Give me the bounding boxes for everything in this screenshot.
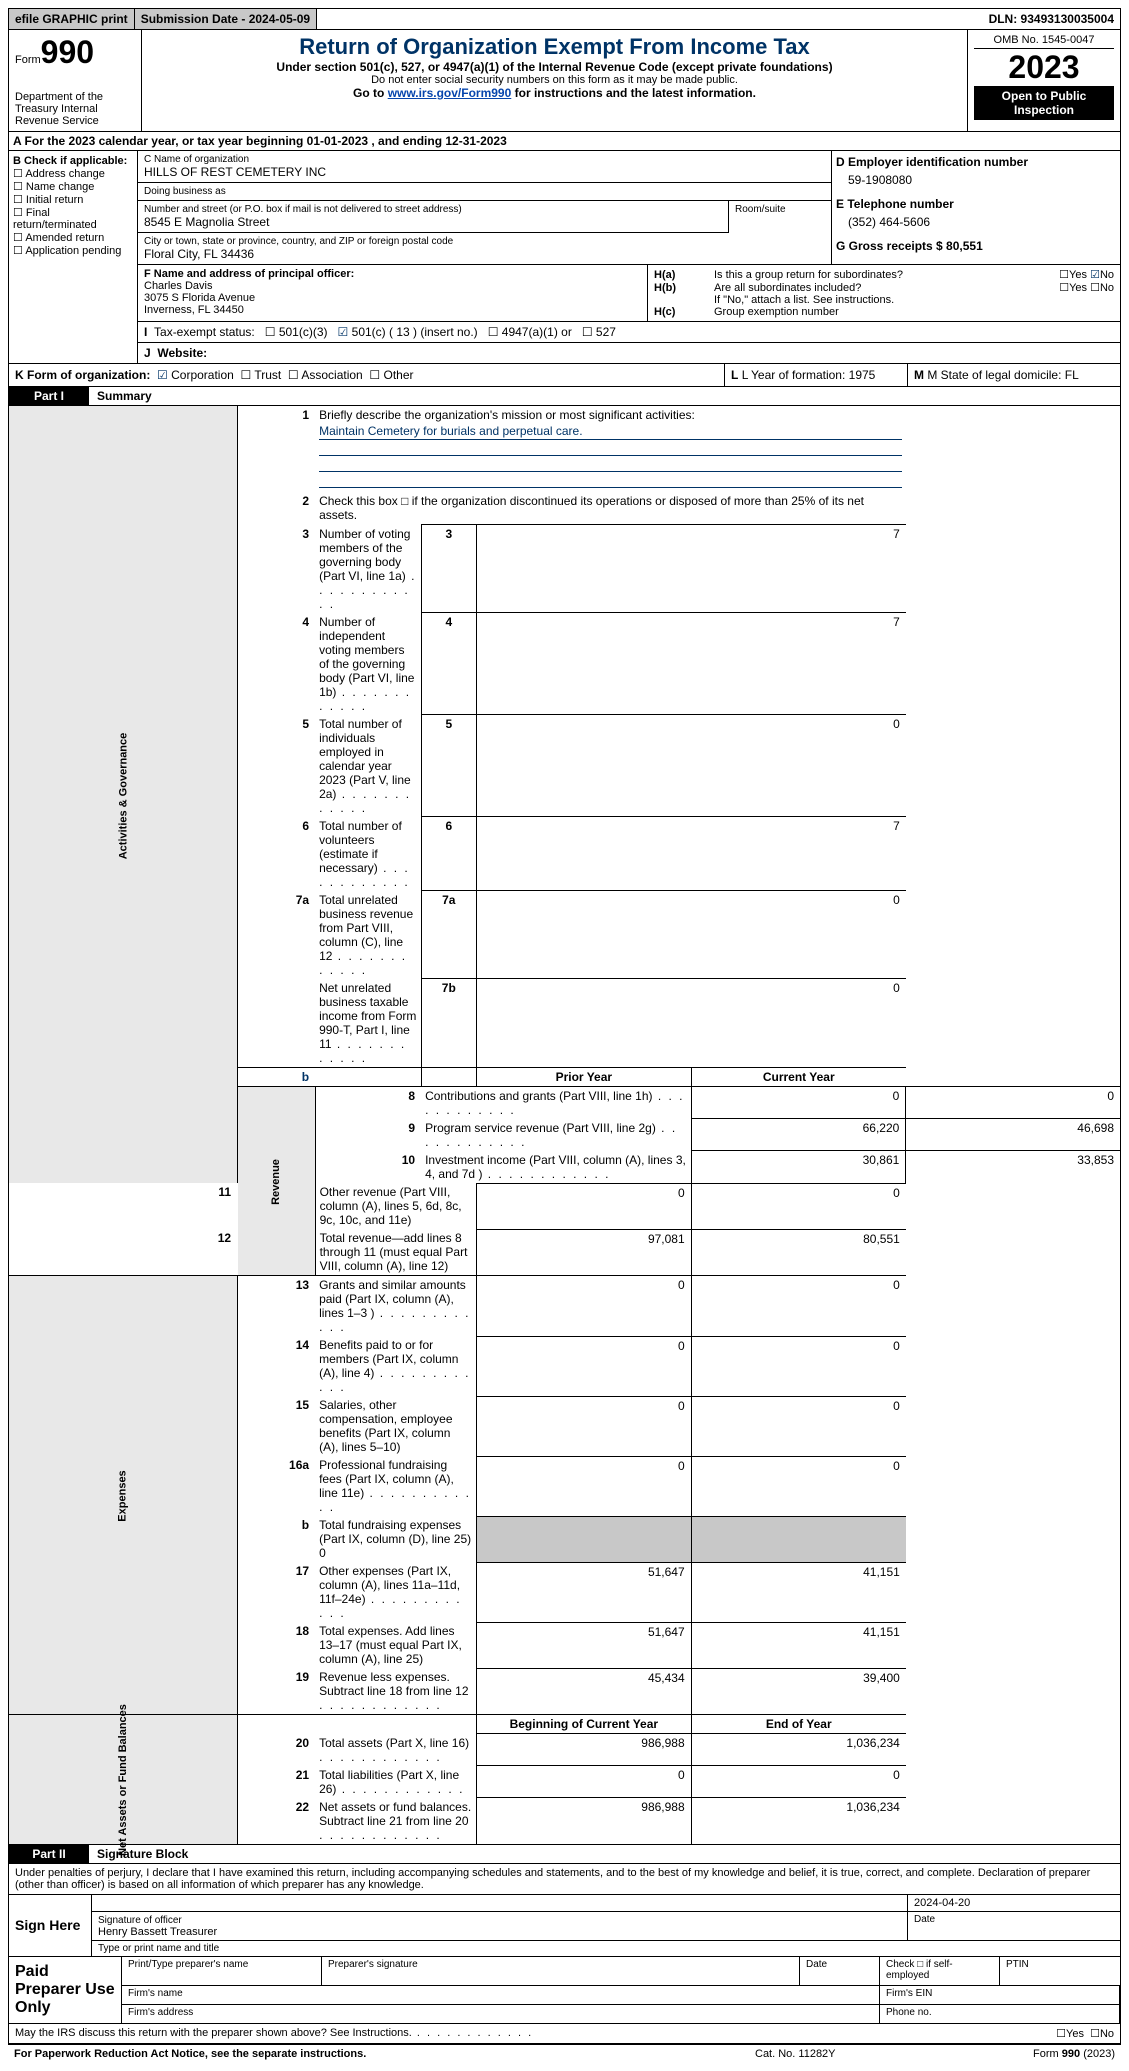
efile-button[interactable]: efile GRAPHIC print xyxy=(9,9,135,29)
form-header: Form990 Department of the Treasury Inter… xyxy=(8,30,1121,132)
org-form-row: K Form of organization: ☑ Corporation ☐ … xyxy=(8,364,1121,387)
main-info-block: B Check if applicable: ☐ Address change … xyxy=(8,151,1121,364)
cb-app-pending[interactable]: ☐ Application pending xyxy=(13,244,133,257)
form-title: Return of Organization Exempt From Incom… xyxy=(148,34,961,60)
cb-final-return[interactable]: ☐ Final return/terminated xyxy=(13,206,133,231)
cb-address-change[interactable]: ☐ Address change xyxy=(13,167,133,180)
omb: OMB No. 1545-0047 xyxy=(974,34,1114,49)
summary-table: Activities & Governance 1 Briefly descri… xyxy=(8,406,1121,1845)
footer: For Paperwork Reduction Act Notice, see … xyxy=(8,2044,1121,2063)
goto-link[interactable]: www.irs.gov/Form990 xyxy=(388,86,512,100)
org-name: HILLS OF REST CEMETERY INC xyxy=(144,165,825,179)
col-b: B Check if applicable: ☐ Address change … xyxy=(9,151,138,363)
form-number: 990 xyxy=(41,34,94,70)
goto-line: Go to www.irs.gov/Form990 for instructio… xyxy=(148,86,961,100)
form-word: Form xyxy=(15,54,41,66)
subtitle: Under section 501(c), 527, or 4947(a)(1)… xyxy=(148,60,961,74)
tax-exempt-row: I Tax-exempt status: ☐ 501(c)(3) ☑ 501(c… xyxy=(138,321,1120,342)
section-a: A For the 2023 calendar year, or tax yea… xyxy=(8,132,1121,151)
officer-sig: Henry Bassett Treasurer xyxy=(98,1926,217,1938)
room-suite: Room/suite xyxy=(729,201,831,233)
part-2-header: Part II Signature Block xyxy=(8,1845,1121,1864)
city: Floral City, FL 34436 xyxy=(144,247,825,261)
submission-date: Submission Date - 2024-05-09 xyxy=(135,9,317,29)
gross-receipts: G Gross receipts $ 80,551 xyxy=(836,239,1116,253)
dept: Department of the Treasury Internal Reve… xyxy=(15,91,135,127)
officer-name: Charles Davis xyxy=(144,280,641,292)
part-1-header: Part I Summary xyxy=(8,387,1121,406)
cb-name-change[interactable]: ☐ Name change xyxy=(13,180,133,193)
dln: DLN: 93493130035004 xyxy=(983,9,1120,29)
top-bar: efile GRAPHIC print Submission Date - 20… xyxy=(8,8,1121,30)
signature-block: Under penalties of perjury, I declare th… xyxy=(8,1864,1121,2044)
cb-amended[interactable]: ☐ Amended return xyxy=(13,231,133,244)
street: 8545 E Magnolia Street xyxy=(144,215,722,229)
cb-initial-return[interactable]: ☐ Initial return xyxy=(13,193,133,206)
open-inspection: Open to Public Inspection xyxy=(974,86,1114,120)
mission-text: Maintain Cemetery for burials and perpet… xyxy=(319,424,902,440)
tax-year: 2023 xyxy=(974,49,1114,86)
phone: (352) 464-5606 xyxy=(836,211,1116,239)
ssn-note: Do not enter social security numbers on … xyxy=(148,74,961,86)
ein: 59-1908080 xyxy=(836,169,1116,197)
